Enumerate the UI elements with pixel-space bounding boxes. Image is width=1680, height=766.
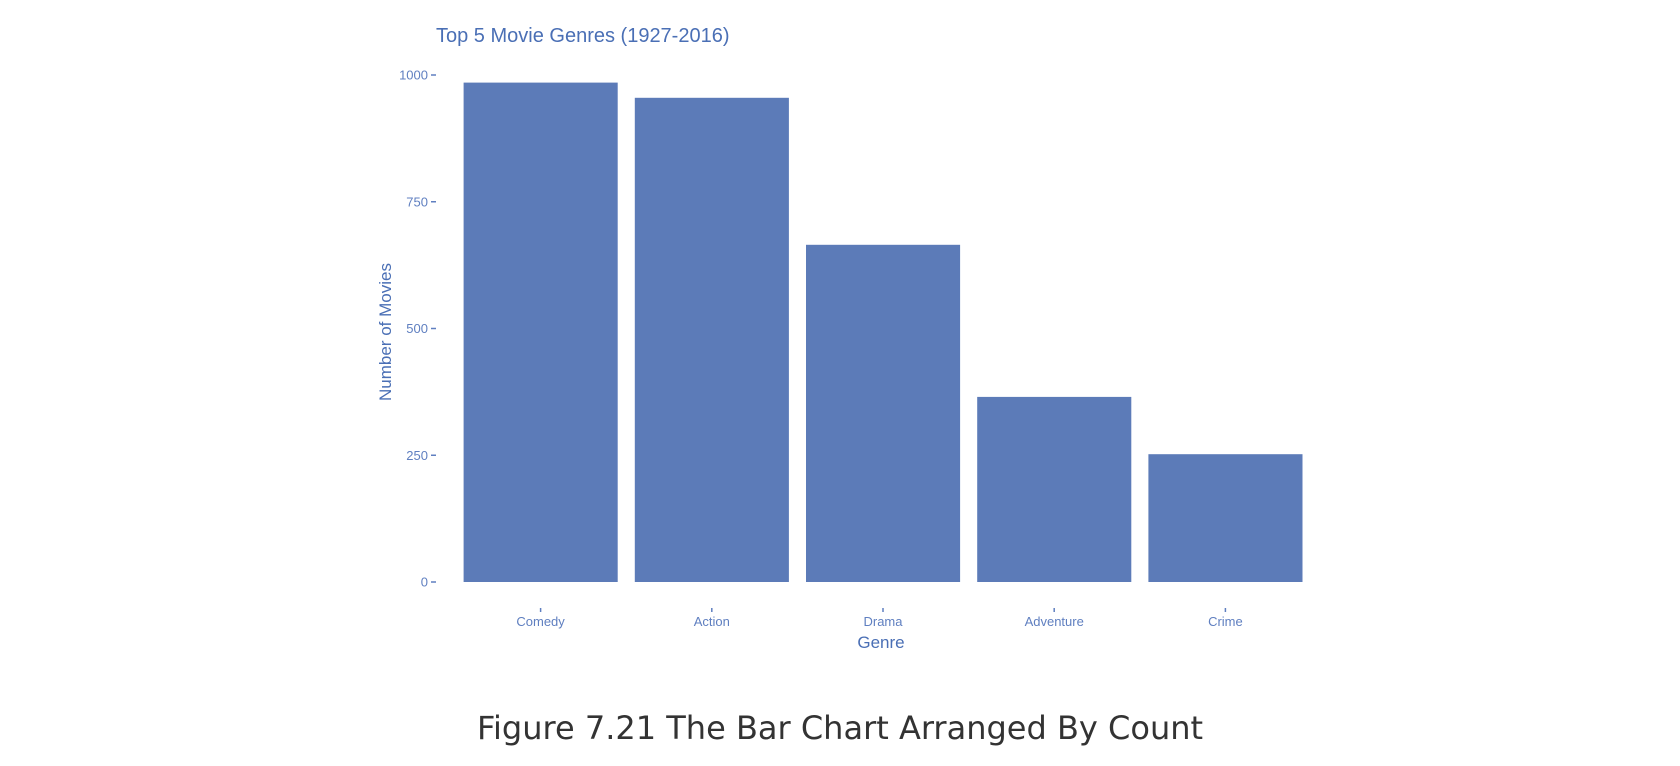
bar-action: [634, 97, 789, 583]
y-tick-label: 250: [406, 448, 428, 463]
x-tick-label: Comedy: [516, 614, 565, 629]
y-tick-label: 1000: [399, 68, 428, 83]
bar-comedy: [463, 82, 618, 582]
chart-title: Top 5 Movie Genres (1927-2016): [436, 25, 730, 47]
bar-chart: 0 250 500 750 1000 Comedy Action Drama Adventur…: [376, 25, 1303, 652]
x-axis: Comedy Action Drama Adventure Crime: [516, 608, 1243, 629]
y-tick-label: 750: [406, 194, 428, 209]
bar-adventure: [977, 396, 1132, 582]
x-tick-label: Action: [694, 614, 730, 629]
y-axis-title: Number of Movies: [376, 263, 395, 401]
x-tick-label: Crime: [1208, 614, 1243, 629]
figure-caption: Figure 7.21 The Bar Chart Arranged By Co…: [476, 709, 1204, 747]
bars-layer: [463, 82, 1303, 583]
y-tick-label: 0: [421, 575, 428, 590]
x-tick-label: Adventure: [1025, 614, 1084, 629]
bar-drama: [806, 244, 961, 583]
y-tick-label: 500: [406, 321, 428, 336]
bar-crime: [1148, 454, 1303, 582]
x-tick-label: Drama: [863, 614, 903, 629]
x-axis-title: Genre: [857, 633, 904, 652]
y-axis: 0 250 500 750 1000: [399, 68, 436, 590]
